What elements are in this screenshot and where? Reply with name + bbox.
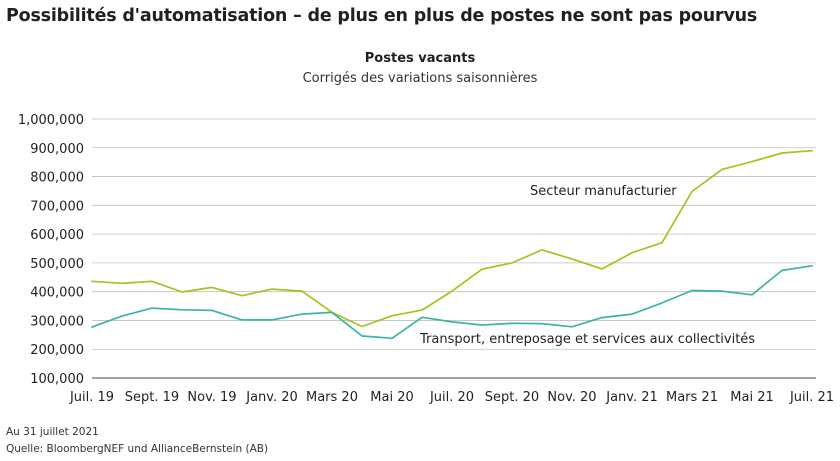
x-tick-label: Juil. 19 <box>69 390 114 405</box>
x-tick-label: Janv. 20 <box>245 390 298 405</box>
x-tick-label: Nov. 19 <box>187 390 236 405</box>
x-tick-label: Sept. 20 <box>485 390 539 405</box>
y-tick-label: 200,000 <box>30 343 84 358</box>
series-label-transport: Transport, entreposage et services aux c… <box>419 332 755 347</box>
series-lines <box>91 149 813 340</box>
x-tick-label: Mai 20 <box>370 390 413 405</box>
x-tick-label: Janv. 21 <box>605 390 658 405</box>
date-note: Au 31 juillet 2021 <box>6 426 99 438</box>
y-tick-label: 1,000,000 <box>18 113 84 128</box>
y-tick-label: 300,000 <box>30 314 84 329</box>
series-line-transport <box>91 264 813 340</box>
x-tick-label: Juil. 21 <box>789 390 834 405</box>
y-tick-label: 800,000 <box>30 171 84 186</box>
y-tick-label: 900,000 <box>30 142 84 157</box>
y-tick-label: 100,000 <box>30 372 84 387</box>
axes: 1,000,000 900,000 800,000 700,000 600,000 500… <box>18 113 834 405</box>
source-note: Quelle: BloombergNEF und AllianceBernste… <box>6 443 269 455</box>
x-tick-label: Mars 20 <box>306 390 358 405</box>
y-tick-label: 700,000 <box>30 199 84 214</box>
series-line-manufacturier <box>91 149 813 328</box>
x-tick-label: Sept. 19 <box>125 390 179 405</box>
x-tick-label: Mai 21 <box>730 390 773 405</box>
chart-subtitle: Corrigés des variations saisonnières <box>302 71 538 86</box>
x-tick-label: Juil. 20 <box>429 390 474 405</box>
x-tick-label: Mars 21 <box>666 390 718 405</box>
page-title: Possibilités d'automatisation – de plus … <box>6 6 758 26</box>
series-labels: Secteur manufacturier Transport, entrepos… <box>419 184 755 347</box>
y-tick-label: 600,000 <box>30 228 84 243</box>
series-label-manufacturier: Secteur manufacturier <box>530 184 677 199</box>
gridlines <box>92 118 816 379</box>
x-tick-label: Nov. 20 <box>547 390 596 405</box>
chart-title: Postes vacants <box>364 51 476 66</box>
y-tick-label: 400,000 <box>30 286 84 301</box>
y-tick-label: 500,000 <box>30 257 84 272</box>
